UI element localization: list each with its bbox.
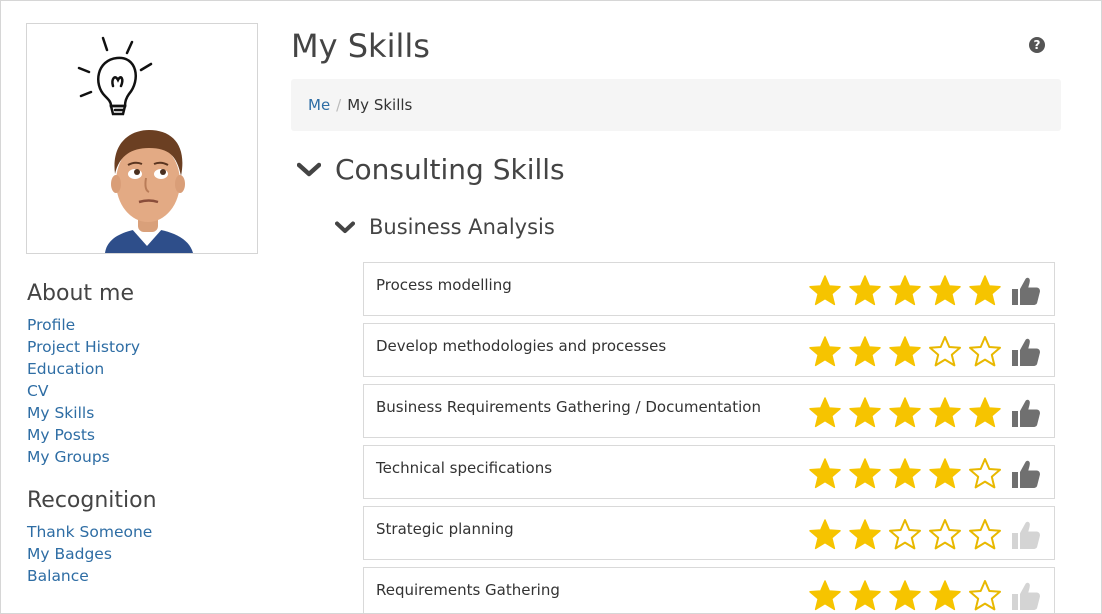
skill-row: Business Requirements Gathering / Docume… bbox=[363, 384, 1055, 438]
profile-photo-image bbox=[77, 36, 193, 253]
skill-row: Process modelling bbox=[363, 262, 1055, 316]
section-toggle-consulting-skills[interactable]: Consulting Skills bbox=[297, 153, 565, 186]
page-title: My Skills bbox=[291, 27, 430, 65]
thumbs-up-icon[interactable] bbox=[1008, 335, 1042, 369]
thumbs-up-icon[interactable] bbox=[1008, 518, 1042, 552]
star-filled-icon[interactable] bbox=[848, 396, 882, 430]
star-filled-icon[interactable] bbox=[968, 396, 1002, 430]
skill-name: Process modelling bbox=[376, 276, 512, 294]
star-filled-icon[interactable] bbox=[888, 396, 922, 430]
sidebar-link-my-posts[interactable]: My Posts bbox=[27, 426, 95, 444]
star-filled-icon[interactable] bbox=[928, 274, 962, 308]
star-filled-icon[interactable] bbox=[808, 396, 842, 430]
star-empty-icon[interactable] bbox=[928, 518, 962, 552]
thumbs-up-icon[interactable] bbox=[1008, 457, 1042, 491]
skill-name: Develop methodologies and processes bbox=[376, 337, 667, 355]
star-filled-icon[interactable] bbox=[888, 274, 922, 308]
star-empty-icon[interactable] bbox=[968, 518, 1002, 552]
breadcrumb-link-me[interactable]: Me bbox=[308, 96, 331, 114]
skill-row: Requirements Gathering bbox=[363, 567, 1055, 613]
star-filled-icon[interactable] bbox=[888, 579, 922, 613]
sidebar-link-my-groups[interactable]: My Groups bbox=[27, 448, 110, 466]
skill-rating bbox=[808, 457, 1042, 491]
star-filled-icon[interactable] bbox=[848, 335, 882, 369]
star-filled-icon[interactable] bbox=[848, 457, 882, 491]
star-filled-icon[interactable] bbox=[968, 274, 1002, 308]
person-figure bbox=[105, 130, 193, 253]
sidebar-link-cv[interactable]: CV bbox=[27, 382, 49, 400]
sidebar-link-thank-someone[interactable]: Thank Someone bbox=[27, 523, 153, 541]
star-filled-icon[interactable] bbox=[808, 518, 842, 552]
skill-rating bbox=[808, 579, 1042, 613]
star-empty-icon[interactable] bbox=[928, 335, 962, 369]
star-empty-icon[interactable] bbox=[968, 457, 1002, 491]
subsection-title: Business Analysis bbox=[369, 215, 555, 239]
sidebar-link-project-history[interactable]: Project History bbox=[27, 338, 141, 356]
skill-rating bbox=[808, 335, 1042, 369]
section-title: Consulting Skills bbox=[335, 153, 565, 186]
star-filled-icon[interactable] bbox=[848, 274, 882, 308]
sidebar-link-profile[interactable]: Profile bbox=[27, 316, 76, 334]
star-filled-icon[interactable] bbox=[888, 335, 922, 369]
star-filled-icon[interactable] bbox=[808, 335, 842, 369]
star-filled-icon[interactable] bbox=[928, 579, 962, 613]
star-filled-icon[interactable] bbox=[888, 457, 922, 491]
star-filled-icon[interactable] bbox=[808, 579, 842, 613]
skill-rating bbox=[808, 396, 1042, 430]
sidebar-link-balance[interactable]: Balance bbox=[27, 567, 89, 585]
star-empty-icon[interactable] bbox=[888, 518, 922, 552]
sidebar: About me Profile Project History Educati… bbox=[27, 281, 247, 587]
thumbs-up-icon[interactable] bbox=[1008, 396, 1042, 430]
lightbulb-icon bbox=[77, 36, 153, 116]
skill-row: Strategic planning bbox=[363, 506, 1055, 560]
sidebar-link-my-skills[interactable]: My Skills bbox=[27, 404, 95, 422]
section-toggle-business-analysis[interactable]: Business Analysis bbox=[335, 215, 555, 239]
skill-rating bbox=[808, 518, 1042, 552]
breadcrumb: Me / My Skills bbox=[291, 79, 1061, 131]
about-heading: About me bbox=[27, 281, 135, 306]
chevron-down-icon bbox=[297, 162, 321, 176]
star-filled-icon[interactable] bbox=[808, 457, 842, 491]
recognition-group: Recognition Thank Someone My Badges Bala… bbox=[27, 488, 247, 587]
question-circle-icon[interactable]: ? bbox=[1029, 37, 1045, 53]
skills-list: Process modelling Develop methodologies a… bbox=[363, 262, 1055, 613]
chevron-down-icon bbox=[335, 221, 355, 233]
star-filled-icon[interactable] bbox=[848, 518, 882, 552]
sidebar-link-education[interactable]: Education bbox=[27, 360, 105, 378]
skill-name: Requirements Gathering bbox=[376, 581, 560, 599]
skill-name: Business Requirements Gathering / Docume… bbox=[376, 398, 761, 416]
thumbs-up-icon[interactable] bbox=[1008, 579, 1042, 613]
breadcrumb-current: My Skills bbox=[347, 96, 413, 114]
thumbs-up-icon[interactable] bbox=[1008, 274, 1042, 308]
skill-rating bbox=[808, 274, 1042, 308]
skill-row: Technical specifications bbox=[363, 445, 1055, 499]
skill-row: Develop methodologies and processes bbox=[363, 323, 1055, 377]
star-filled-icon[interactable] bbox=[808, 274, 842, 308]
star-filled-icon[interactable] bbox=[928, 457, 962, 491]
breadcrumb-separator: / bbox=[336, 96, 342, 114]
star-filled-icon[interactable] bbox=[928, 396, 962, 430]
skill-name: Strategic planning bbox=[376, 520, 514, 538]
skill-name: Technical specifications bbox=[376, 459, 553, 477]
recognition-heading: Recognition bbox=[27, 488, 157, 513]
star-filled-icon[interactable] bbox=[848, 579, 882, 613]
avatar[interactable] bbox=[26, 23, 258, 254]
star-empty-icon[interactable] bbox=[968, 335, 1002, 369]
sidebar-link-my-badges[interactable]: My Badges bbox=[27, 545, 112, 563]
star-empty-icon[interactable] bbox=[968, 579, 1002, 613]
